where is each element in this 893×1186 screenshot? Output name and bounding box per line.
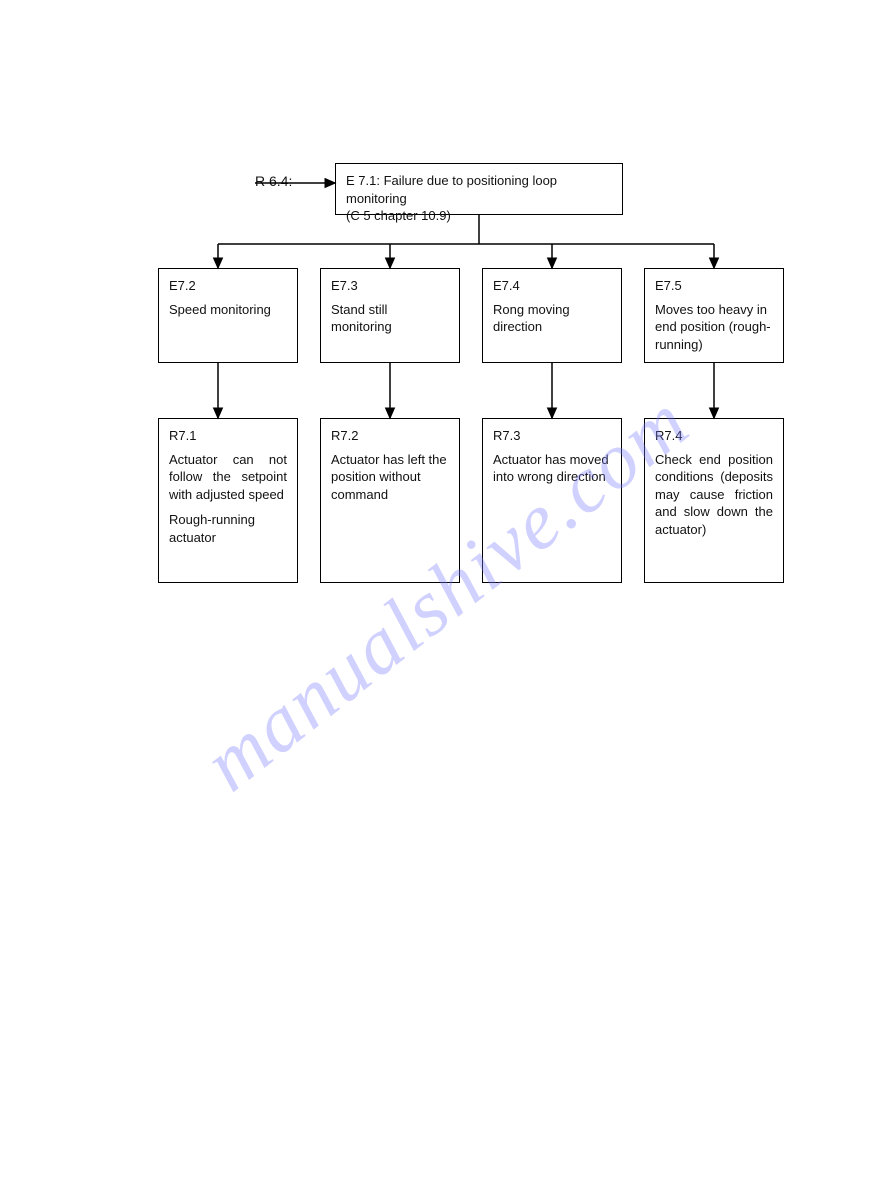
node-line: Moves too heavy in end position (rough-r…	[655, 301, 773, 354]
node-e7-3: E7.3 Stand still monitoring	[320, 268, 460, 363]
node-e7-2: E7.2 Speed monitoring	[158, 268, 298, 363]
node-code: E7.2	[169, 277, 287, 295]
node-e7-1: E 7.1: Failure due to positioning loop m…	[335, 163, 623, 215]
node-line: Actuator has left the position without c…	[331, 451, 449, 504]
node-e7-5: E7.5 Moves too heavy in end position (rou…	[644, 268, 784, 363]
node-r7-1: R7.1 Actuator can not follow the setpoint…	[158, 418, 298, 583]
node-line: Rong moving direction	[493, 301, 611, 336]
node-line: (C 5 chapter 10.9)	[346, 207, 612, 225]
node-line: Stand still monitoring	[331, 301, 449, 336]
node-code: E7.4	[493, 277, 611, 295]
node-line: E 7.1: Failure due to positioning loop m…	[346, 172, 612, 207]
node-line: Actuator can not follow the setpoint wit…	[169, 451, 287, 504]
node-code: E7.3	[331, 277, 449, 295]
entry-label: R 6.4:	[255, 173, 292, 189]
node-line: Speed monitoring	[169, 301, 287, 319]
node-code: R7.2	[331, 427, 449, 445]
node-code: E7.5	[655, 277, 773, 295]
node-e7-4: E7.4 Rong moving direction	[482, 268, 622, 363]
node-line: Rough-running actuator	[169, 511, 287, 546]
node-code: R7.1	[169, 427, 287, 445]
